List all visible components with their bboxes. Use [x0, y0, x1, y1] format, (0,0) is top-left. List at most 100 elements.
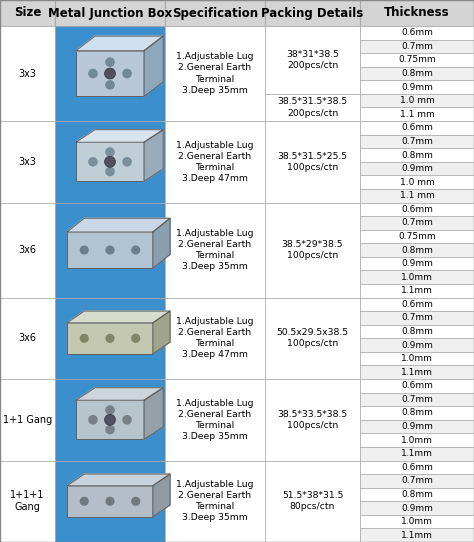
Bar: [360, 94, 474, 107]
Text: 1.0 mm: 1.0 mm: [400, 178, 434, 186]
Polygon shape: [76, 130, 163, 142]
Text: 1.Adjustable Lug
2.General Earth
Terminal
3.Deep 35mm: 1.Adjustable Lug 2.General Earth Termina…: [176, 480, 254, 522]
Text: 0.8mm: 0.8mm: [401, 409, 433, 417]
Text: Packing Details: Packing Details: [261, 7, 364, 20]
Bar: [67, 486, 153, 517]
Text: 0.7mm: 0.7mm: [401, 218, 433, 228]
Circle shape: [106, 167, 114, 176]
Text: 0.8mm: 0.8mm: [401, 151, 433, 159]
Text: Specification: Specification: [172, 7, 258, 20]
Bar: [360, 216, 474, 230]
Polygon shape: [76, 36, 163, 51]
Bar: [165, 203, 265, 298]
Circle shape: [105, 156, 116, 167]
Bar: [360, 284, 474, 298]
Bar: [0, 461, 55, 542]
Bar: [360, 338, 474, 352]
Circle shape: [105, 414, 116, 425]
Text: 1.0mm: 1.0mm: [401, 517, 433, 526]
Bar: [360, 365, 474, 379]
Text: 0.7mm: 0.7mm: [401, 137, 433, 146]
Bar: [360, 325, 474, 338]
Bar: [360, 311, 474, 325]
Text: 1.1mm: 1.1mm: [401, 368, 433, 377]
Text: 0.7mm: 0.7mm: [401, 42, 433, 51]
Text: 3x6: 3x6: [18, 245, 36, 255]
Text: 0.9mm: 0.9mm: [401, 340, 433, 350]
Text: 38.5*29*38.5
100pcs/ctn: 38.5*29*38.5 100pcs/ctn: [282, 240, 343, 260]
Bar: [360, 67, 474, 80]
Bar: [360, 392, 474, 406]
Bar: [165, 121, 265, 203]
Bar: [0, 379, 55, 461]
Text: 0.75mm: 0.75mm: [398, 55, 436, 64]
Bar: [360, 80, 474, 94]
Text: 1.1mm: 1.1mm: [401, 286, 433, 295]
Text: 0.6mm: 0.6mm: [401, 300, 433, 309]
Bar: [265, 203, 360, 298]
Bar: [67, 232, 153, 268]
Text: 1.Adjustable Lug
2.General Earth
Terminal
3.Deep 35mm: 1.Adjustable Lug 2.General Earth Termina…: [176, 53, 254, 95]
Circle shape: [89, 158, 97, 166]
Bar: [360, 434, 474, 447]
Bar: [360, 203, 474, 216]
Text: 1.0mm: 1.0mm: [401, 273, 433, 282]
Text: 0.6mm: 0.6mm: [401, 382, 433, 390]
Bar: [360, 528, 474, 542]
Text: 0.6mm: 0.6mm: [401, 124, 433, 132]
Bar: [265, 26, 360, 94]
Text: 3x3: 3x3: [18, 68, 36, 79]
Bar: [0, 298, 55, 379]
Polygon shape: [76, 388, 163, 400]
Bar: [265, 379, 360, 461]
Circle shape: [89, 416, 97, 424]
Bar: [55, 203, 165, 298]
Bar: [360, 420, 474, 434]
Text: 3x6: 3x6: [18, 333, 36, 343]
Circle shape: [106, 406, 114, 414]
Bar: [360, 270, 474, 284]
Text: 0.9mm: 0.9mm: [401, 82, 433, 92]
Text: 1.1 mm: 1.1 mm: [400, 110, 434, 119]
Bar: [55, 461, 165, 542]
Text: 1.Adjustable Lug
2.General Earth
Terminal
3.Deep 35mm: 1.Adjustable Lug 2.General Earth Termina…: [176, 398, 254, 441]
Bar: [55, 26, 165, 121]
Text: 0.8mm: 0.8mm: [401, 327, 433, 336]
Bar: [360, 121, 474, 134]
Text: 1.1 mm: 1.1 mm: [400, 191, 434, 200]
Circle shape: [89, 69, 97, 78]
Bar: [165, 379, 265, 461]
Bar: [360, 515, 474, 528]
Bar: [360, 243, 474, 257]
Bar: [76, 51, 144, 96]
Bar: [265, 298, 360, 379]
Text: 1.0 mm: 1.0 mm: [400, 96, 434, 105]
Bar: [0, 121, 55, 203]
Bar: [360, 0, 474, 26]
Text: 1.Adjustable Lug
2.General Earth
Terminal
3.Deep 47mm: 1.Adjustable Lug 2.General Earth Termina…: [176, 317, 254, 359]
Text: 38.5*33.5*38.5
100pcs/ctn: 38.5*33.5*38.5 100pcs/ctn: [277, 410, 347, 430]
Bar: [360, 474, 474, 488]
Text: Size: Size: [14, 7, 41, 20]
Circle shape: [81, 498, 88, 505]
Bar: [265, 0, 360, 26]
Text: 1+1+1
Gang: 1+1+1 Gang: [10, 490, 45, 513]
Text: 0.6mm: 0.6mm: [401, 28, 433, 37]
Bar: [360, 379, 474, 392]
Text: 0.9mm: 0.9mm: [401, 422, 433, 431]
Text: 0.8mm: 0.8mm: [401, 69, 433, 78]
Text: 0.9mm: 0.9mm: [401, 259, 433, 268]
Text: 0.8mm: 0.8mm: [401, 246, 433, 255]
Bar: [360, 53, 474, 67]
Bar: [360, 162, 474, 176]
Circle shape: [106, 81, 114, 89]
Circle shape: [106, 425, 114, 434]
Bar: [360, 447, 474, 461]
Text: 0.6mm: 0.6mm: [401, 463, 433, 472]
Bar: [0, 0, 55, 26]
Text: 1.Adjustable Lug
2.General Earth
Terminal
3.Deep 47mm: 1.Adjustable Lug 2.General Earth Termina…: [176, 140, 254, 183]
Polygon shape: [153, 218, 170, 268]
Text: 50.5x29.5x38.5
100pcs/ctn: 50.5x29.5x38.5 100pcs/ctn: [276, 328, 348, 349]
Text: 1+1 Gang: 1+1 Gang: [3, 415, 52, 425]
Text: 38*31*38.5
200pcs/ctn: 38*31*38.5 200pcs/ctn: [286, 50, 339, 70]
